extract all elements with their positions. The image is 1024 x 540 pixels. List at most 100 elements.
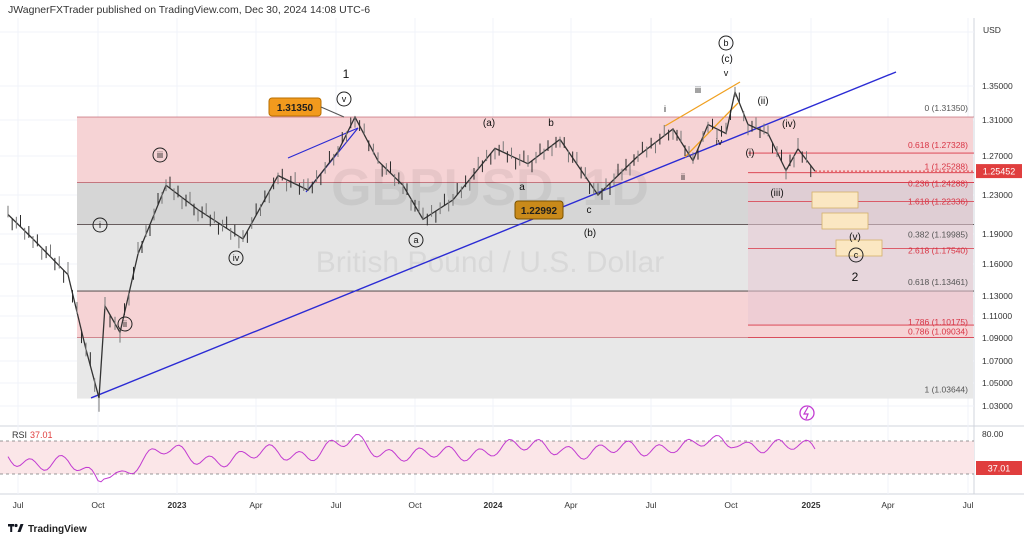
price-tick-label: 1.07000 — [982, 356, 1013, 366]
rsi-band — [0, 441, 974, 474]
price-callout — [514, 200, 564, 220]
projection-box — [811, 191, 859, 209]
wave-label: iii — [157, 150, 163, 160]
wave-label-circle — [228, 250, 244, 266]
fib-label: 0 (1.31350) — [925, 103, 969, 113]
time-tick-label: Jul — [13, 500, 24, 510]
time-tick-label: Oct — [91, 500, 105, 510]
price-tick-label: 1.03000 — [982, 401, 1013, 411]
time-tick-label: Jul — [331, 500, 342, 510]
wave-label: c — [587, 205, 592, 216]
projection-box — [835, 239, 883, 257]
fib-label: 1 (1.03644) — [925, 385, 969, 395]
wave-label-circle — [117, 316, 133, 332]
wave-label: iv — [233, 253, 240, 263]
price-tick-label: 1.27000 — [982, 151, 1013, 161]
wave-label-circle — [152, 147, 168, 163]
publish-header: JWagnerFXTrader published on TradingView… — [8, 4, 371, 16]
wave-label: (a) — [483, 118, 495, 129]
wave-label: 2 — [852, 270, 859, 284]
price-tick-label: 1.31000 — [982, 115, 1013, 125]
price-tick-label: 1.19000 — [982, 229, 1013, 239]
time-tick-label: 2025 — [802, 500, 821, 510]
rsi-value-badge — [976, 461, 1022, 475]
wave-label: i — [664, 104, 666, 114]
projection-box — [821, 212, 869, 230]
price-tick-label: 1.11000 — [982, 311, 1012, 321]
time-tick-label: 2024 — [484, 500, 503, 510]
wave-label-circle — [92, 217, 108, 233]
watermark-symbol: GBPUSD, 1D — [331, 159, 649, 217]
wave-label: (iii) — [770, 188, 783, 199]
wave-label: iv — [716, 137, 723, 147]
wave-label: iii — [695, 85, 701, 95]
wave-label: (b) — [584, 228, 596, 239]
time-tick-label: Apr — [249, 500, 262, 510]
fib-extension-label: 0.236 (1.24288) — [908, 178, 968, 188]
wave-label: (c) — [721, 54, 733, 65]
alert-icon — [799, 405, 815, 421]
rsi-value-label: 37.01 — [30, 430, 53, 440]
time-tick-label: Oct — [408, 500, 422, 510]
time-tick-label: Apr — [564, 500, 577, 510]
time-tick-label: Jul — [963, 500, 974, 510]
wave-label-circle — [718, 35, 734, 51]
wave-label: (iv) — [782, 119, 796, 130]
wave-label: (v) — [849, 232, 861, 243]
rsi-series-line — [7, 434, 816, 483]
time-tick-label: Apr — [881, 500, 894, 510]
price-tick-label: 1.16000 — [982, 259, 1013, 269]
wave-label: v — [342, 94, 347, 104]
price-tick-label: 1.13000 — [982, 291, 1013, 301]
fib-label: 0.618 (1.13461) — [908, 277, 968, 287]
fib-extension-label: 1.618 (1.22336) — [908, 196, 968, 206]
wave-label: a — [413, 235, 418, 245]
wave-label: v — [724, 68, 729, 78]
fib-zone — [77, 337, 973, 399]
footer-brand: TradingView — [28, 524, 87, 535]
wave-label: i — [99, 220, 101, 230]
price-tick-label: 1.35000 — [982, 81, 1013, 91]
fib-extension-label: 1.786 (1.10175) — [908, 317, 968, 327]
last-price-label: 1.25452 — [983, 167, 1016, 177]
rsi-value-badge-label: 37.01 — [988, 464, 1011, 474]
time-tick-label: Jul — [646, 500, 657, 510]
fib-label: 0.382 (1.19985) — [908, 229, 968, 239]
wave-label: (i) — [746, 148, 755, 159]
fib-extension-label: 2.618 (1.17540) — [908, 246, 968, 256]
time-tick-label: Oct — [724, 500, 738, 510]
trendline — [90, 71, 897, 399]
price-tick-label: 1.23000 — [982, 190, 1013, 200]
fib-extension-label: 0.618 (1.27328) — [908, 140, 968, 150]
channel-line — [684, 102, 739, 158]
watermark-name: British Pound / U.S. Dollar — [316, 246, 664, 279]
wave-label: c — [854, 250, 859, 260]
channel-line — [664, 81, 741, 127]
price-tick-label: 1.09000 — [982, 333, 1013, 343]
wave-label-circle — [336, 91, 352, 107]
price-callout-label: 1.22992 — [521, 206, 558, 217]
wave-label: 1 — [343, 67, 350, 81]
wave-label-circle — [848, 247, 864, 263]
currency-label: USD — [983, 25, 1001, 35]
wave-label: ii — [681, 172, 685, 182]
price-callout-label: 1.31350 — [277, 103, 314, 114]
time-tick-label: 2023 — [168, 500, 187, 510]
wave-label: (ii) — [757, 96, 768, 107]
alert-icon-bolt — [802, 406, 809, 420]
fib-extension-label: 0.786 (1.09034) — [908, 327, 968, 337]
wave-label-circle — [408, 232, 424, 248]
fib-extension-label: 1 (1.25288) — [925, 162, 969, 172]
last-price-badge — [976, 164, 1022, 179]
wave-label: ii — [123, 319, 127, 329]
rsi-tick-label: 80.00 — [982, 429, 1004, 439]
footer: TradingView — [8, 523, 87, 536]
wave-label: a — [519, 182, 525, 193]
tradingview-logo-icon — [8, 523, 24, 536]
rsi-label: RSI — [12, 430, 27, 440]
callout-pointer — [320, 106, 345, 118]
wave-label: b — [548, 118, 554, 129]
price-tick-label: 1.05000 — [982, 378, 1013, 388]
